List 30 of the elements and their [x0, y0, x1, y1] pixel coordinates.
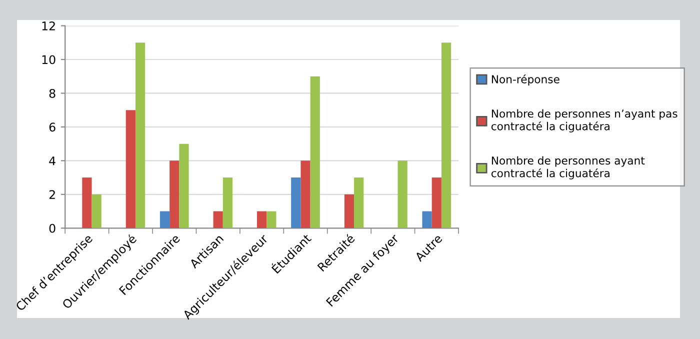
bar: [256, 211, 267, 228]
bar: [126, 110, 136, 228]
bar: [92, 194, 102, 228]
bar: [160, 211, 170, 228]
bar: [179, 144, 189, 228]
legend-label: Nombre de personnes ayant contracté la ciguatéra: [491, 156, 645, 180]
bar: [300, 160, 310, 228]
y-tick-label: 12: [42, 21, 55, 30]
bar: [213, 211, 223, 228]
y-tick-label: 6: [49, 122, 56, 132]
y-tick-label: 4: [49, 156, 56, 166]
bar: [291, 178, 301, 228]
legend-label: Nombre de personnes n’ayant pas contracté la ciguatéra: [491, 109, 678, 132]
y-tick-label: 10: [42, 55, 56, 64]
bar: [344, 194, 354, 228]
bar: [222, 178, 233, 228]
bar: [432, 178, 442, 228]
bar: [310, 76, 320, 228]
bar: [441, 42, 452, 228]
bar: [82, 178, 92, 228]
y-tick-label: 0: [49, 224, 56, 233]
bar: [354, 178, 364, 228]
bar: [170, 160, 180, 228]
y-tick-label: 8: [49, 88, 56, 98]
legend-label: Non-réponse: [492, 74, 560, 86]
bar: [398, 160, 408, 228]
bar: [422, 211, 432, 228]
bar: [135, 42, 146, 228]
bar: [266, 211, 276, 228]
y-tick-label: 2: [49, 190, 55, 199]
